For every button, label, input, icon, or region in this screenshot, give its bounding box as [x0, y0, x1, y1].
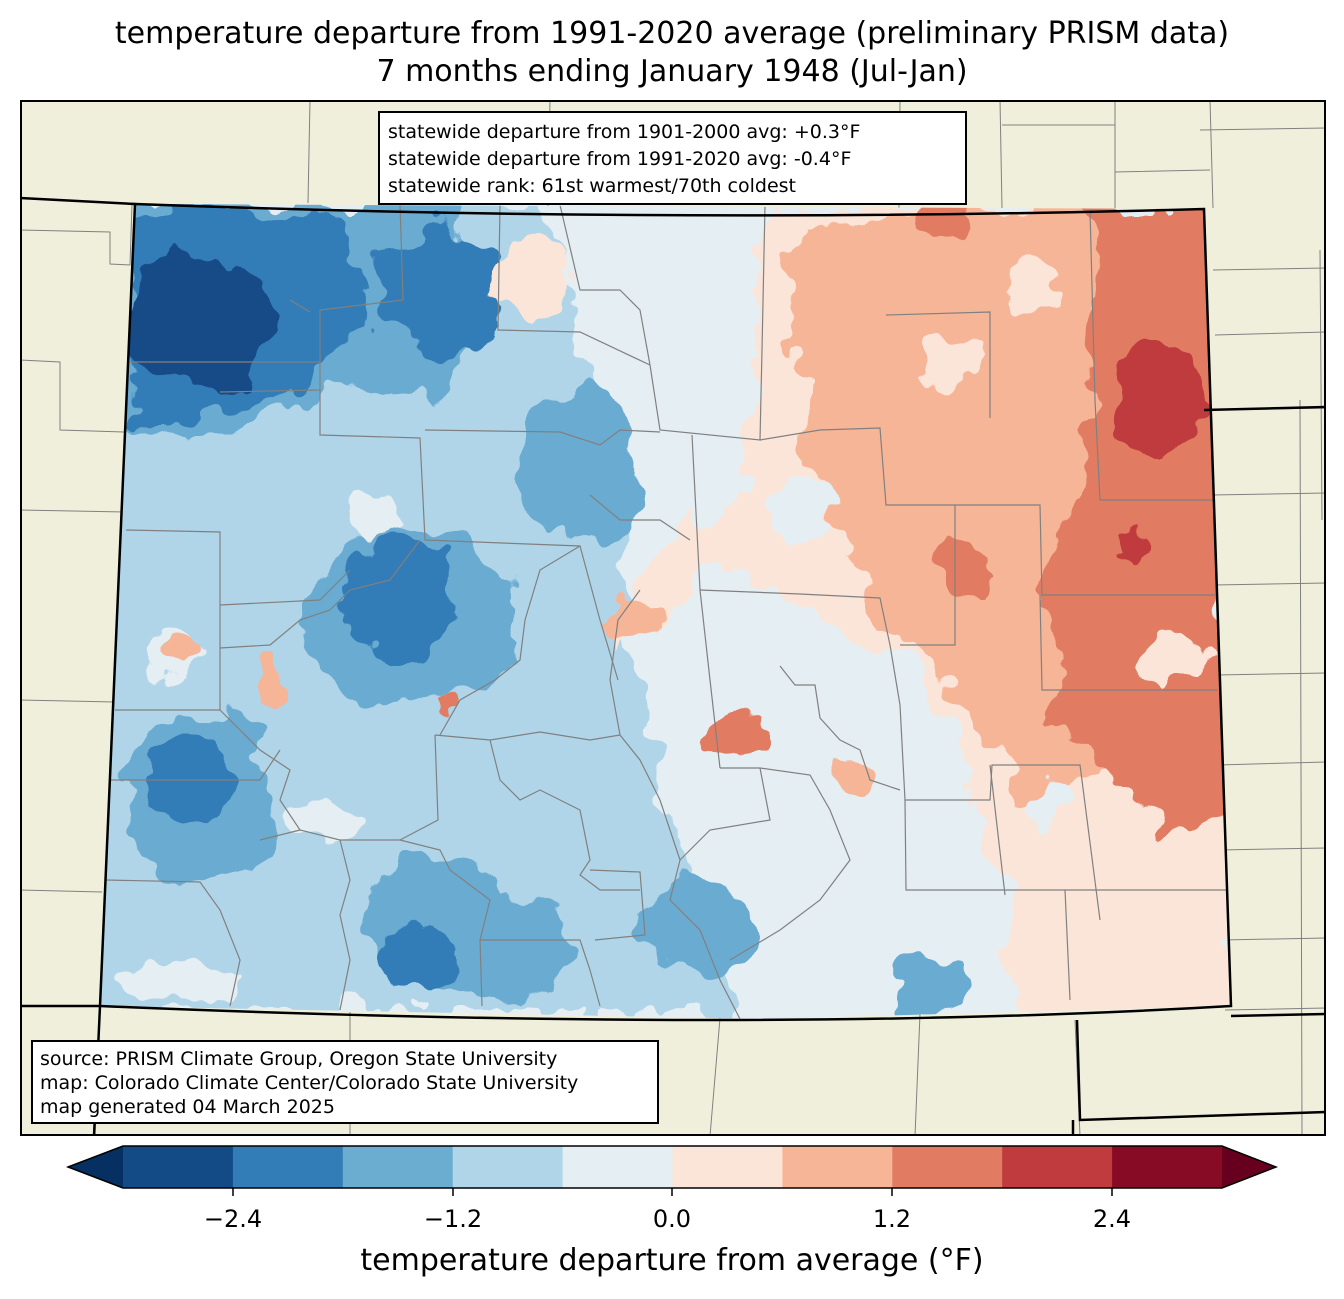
- colorbar-swatch: [1112, 1146, 1223, 1188]
- colorbar-swatch: [232, 1146, 344, 1188]
- colorbar-over-arrow: [1222, 1146, 1276, 1188]
- source-line: source: PRISM Climate Group, Oregon Stat…: [40, 1048, 558, 1070]
- colorbar-tick-label: −1.2: [423, 1205, 483, 1233]
- stat-departure-1901-2000: statewide departure from 1901-2000 avg: …: [388, 121, 861, 143]
- map-title-line1: temperature departure from 1991-2020 ave…: [114, 16, 1230, 51]
- colorbar-tick-label: −2.4: [203, 1205, 263, 1233]
- colorbar-swatch: [562, 1146, 673, 1188]
- colorado-border: [98, 202, 1233, 1022]
- map-credit-line: map: Colorado Climate Center/Colorado St…: [40, 1072, 579, 1094]
- state-borders: [20, 196, 1326, 1136]
- colorbar-swatch: [452, 1146, 564, 1188]
- generated-date-line: map generated 04 March 2025: [40, 1096, 335, 1118]
- colorbar-under-arrow: [68, 1146, 123, 1188]
- colorbar: [65, 1145, 1279, 1196]
- departure-field: [100, 204, 1231, 1019]
- stat-departure-1991-2020: statewide departure from 1991-2020 avg: …: [388, 148, 852, 170]
- statewide-stats-box: statewide departure from 1901-2000 avg: …: [378, 111, 967, 205]
- colorbar-swatch: [672, 1146, 783, 1188]
- colorbar-tick-label: 1.2: [872, 1205, 912, 1233]
- map-title-line2: 7 months ending January 1948 (Jul-Jan): [376, 54, 968, 89]
- colorbar-swatch: [123, 1146, 234, 1188]
- temperature-map: [20, 100, 1326, 1136]
- map-frame: [20, 100, 1326, 1136]
- colorbar-tick-label: 0.0: [652, 1205, 692, 1233]
- stat-rank: statewide rank: 61st warmest/70th coldes…: [388, 175, 797, 197]
- colorbar-swatch: [342, 1146, 454, 1188]
- source-box: source: PRISM Climate Group, Oregon Stat…: [31, 1040, 659, 1124]
- colorbar-label: temperature departure from average (°F): [360, 1243, 984, 1278]
- colorbar-swatch: [782, 1146, 893, 1188]
- colorbar-tick-label: 2.4: [1092, 1205, 1132, 1233]
- colorbar-swatch: [892, 1146, 1003, 1188]
- county-lines: [105, 204, 1230, 1019]
- colorbar-swatch: [1002, 1146, 1113, 1188]
